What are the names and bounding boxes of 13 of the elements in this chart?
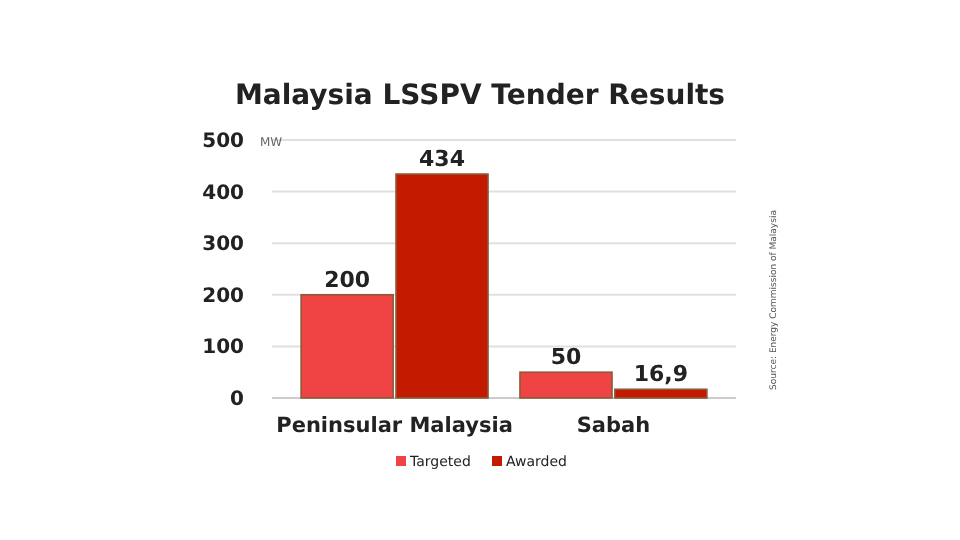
y-tick-label: 100: [202, 337, 245, 360]
data-label: 50: [550, 344, 582, 371]
y-tick-label: 300: [202, 234, 245, 257]
x-tick-label: Sabah: [576, 414, 651, 438]
data-label: 434: [419, 146, 466, 173]
chart-title: Malaysia LSSPV Tender Results: [234, 80, 726, 112]
y-tick-label: 200: [202, 285, 245, 308]
data-label: 16,9: [633, 361, 689, 388]
y-tick-label: 0: [230, 389, 245, 411]
data-label: 200: [324, 266, 371, 293]
y-tick-label: 500: [202, 131, 245, 153]
y-tick-label: 400: [202, 182, 245, 205]
x-tick-label: Peninsular Malaysia: [276, 414, 513, 438]
